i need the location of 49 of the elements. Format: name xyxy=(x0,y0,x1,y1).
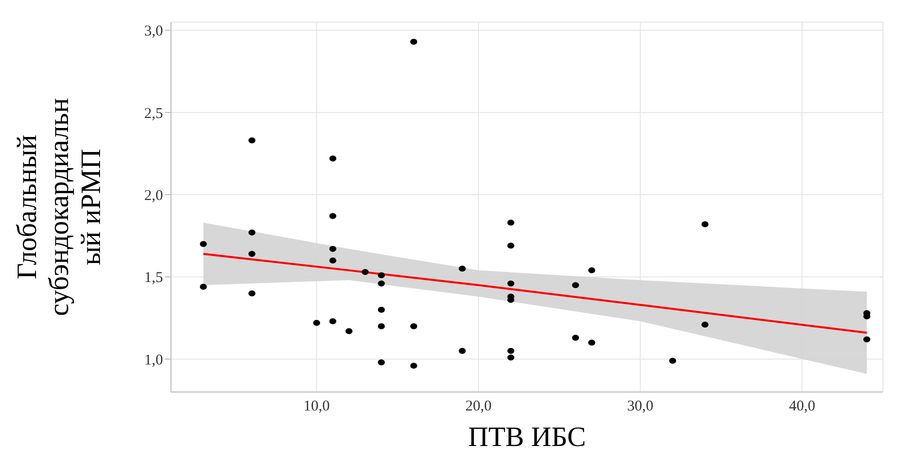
point xyxy=(378,280,385,286)
y-tick-label: 2,0 xyxy=(144,188,163,204)
point xyxy=(329,213,336,220)
point xyxy=(329,257,336,264)
point xyxy=(248,250,256,257)
point xyxy=(329,318,336,324)
point xyxy=(248,137,256,144)
x-tick-label: 10,0 xyxy=(304,398,330,415)
point xyxy=(200,241,207,247)
y-tick-label: 3,0 xyxy=(144,24,163,40)
point xyxy=(458,348,466,354)
point xyxy=(200,284,207,290)
y-tick-label: 2,5 xyxy=(144,106,163,122)
point xyxy=(378,306,385,313)
point xyxy=(507,242,514,249)
x-tick-label: 40,0 xyxy=(788,398,816,415)
point xyxy=(248,229,256,236)
point xyxy=(329,246,336,252)
point xyxy=(507,354,514,360)
point xyxy=(572,334,580,341)
x-tick-label: 30,0 xyxy=(627,398,654,415)
point xyxy=(378,359,385,366)
line-series xyxy=(202,252,868,334)
point xyxy=(410,362,418,369)
point xyxy=(410,323,418,330)
point xyxy=(313,320,320,326)
y-tick-label: 1,5 xyxy=(144,270,163,286)
point xyxy=(329,155,336,162)
point xyxy=(669,358,676,364)
point xyxy=(346,328,352,334)
point xyxy=(378,272,385,278)
point xyxy=(863,336,870,342)
point xyxy=(458,266,466,272)
point xyxy=(702,221,708,228)
y-axis-title: Глобальный субэндокардиальный иРМП xyxy=(12,98,107,316)
point xyxy=(588,267,596,274)
x-tick-label: 20,0 xyxy=(465,398,492,415)
point xyxy=(507,220,514,226)
point xyxy=(507,348,514,354)
x-axis-title: ПТВ ИБС xyxy=(468,422,586,453)
y-tick-label: 1,0 xyxy=(144,352,163,368)
point xyxy=(588,340,596,346)
point xyxy=(378,323,385,330)
point xyxy=(507,280,514,286)
point xyxy=(702,322,708,328)
point xyxy=(248,290,256,296)
point xyxy=(572,282,580,288)
point xyxy=(410,38,418,45)
point xyxy=(362,268,369,275)
